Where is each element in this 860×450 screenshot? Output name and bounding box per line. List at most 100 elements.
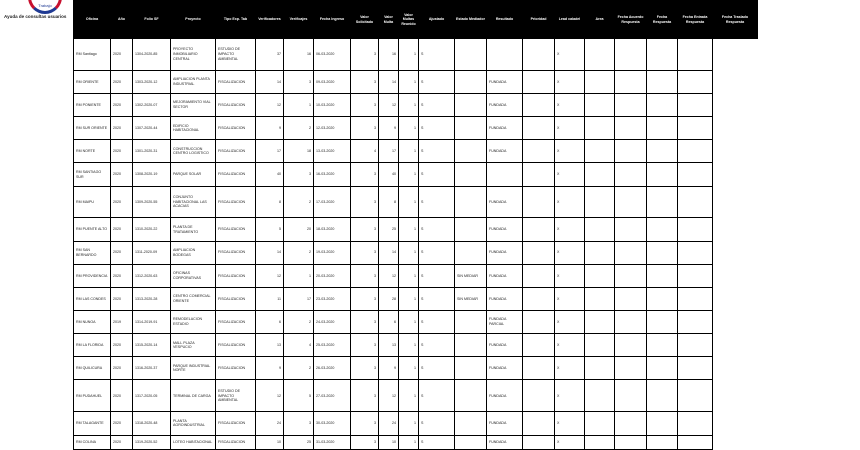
table-cell — [646, 217, 678, 242]
table-cell — [646, 333, 678, 358]
table-cell: 2020 — [110, 263, 133, 288]
table-cell: 3 — [283, 162, 314, 187]
table-cell: 6 — [378, 310, 399, 335]
table-cell — [646, 69, 678, 95]
table-cell — [614, 310, 647, 335]
table-cell — [646, 263, 678, 288]
table-cell: 14 — [255, 240, 284, 265]
table-cell: 3 — [283, 411, 314, 436]
table-cell — [677, 434, 713, 450]
table-cell: ESTUDIO DE IMPACTO AMBIENTAL — [215, 379, 256, 413]
table-cell: 13 — [255, 333, 284, 358]
column-header: Lead caladel — [554, 0, 585, 39]
column-header: Año — [110, 0, 133, 39]
table-cell — [454, 162, 487, 187]
table-cell: FISCALIZACION — [215, 162, 256, 187]
table-cell: FUNDADA PARCIAL — [486, 310, 523, 335]
table-cell: PROYECTO INMOBILIARIO CENTRAL — [170, 38, 216, 71]
table-cell: 13-03-2020 — [313, 139, 351, 164]
table-cell: 12 — [255, 263, 284, 288]
table-cell: TERMINAL DE CARGA — [170, 379, 216, 413]
table-cell — [677, 310, 713, 335]
table-cell — [584, 411, 615, 436]
table-cell: 16-03-2020 — [313, 162, 351, 187]
table-cell — [522, 217, 555, 242]
table-cell: 09-03-2020 — [313, 69, 351, 95]
table-cell: RM SUR ORIENTE — [73, 116, 111, 141]
table-cell: 3 — [350, 310, 379, 335]
table-cell — [584, 379, 615, 413]
table-cell: X — [554, 356, 585, 381]
table-cell: 2020 — [110, 116, 133, 141]
table-cell: 14 — [255, 69, 284, 95]
table-cell: FUNDADA — [486, 69, 523, 95]
table-cell: 1319-2020-52 — [132, 434, 171, 450]
table-cell: 27-03-2020 — [313, 379, 351, 413]
column-header: Fecha Acuerdo Respuesta — [614, 0, 647, 39]
table-cell: MALL PLAZA VESPUCIO — [170, 333, 216, 358]
table-cell — [454, 217, 487, 242]
table-cell — [584, 69, 615, 95]
table-cell — [522, 411, 555, 436]
data-table: Oficina Año Folio SF Proyecto Tipo Exp. Tab V… — [73, 0, 758, 450]
column-header: Resultado — [486, 0, 523, 39]
table-cell: CONJUNTO HABITACIONAL LAS ACACIAS — [170, 185, 216, 219]
table-cell: 2020 — [110, 185, 133, 219]
table-cell: X — [554, 411, 585, 436]
table-cell — [646, 240, 678, 265]
table-cell: FISCALIZACION — [215, 185, 256, 219]
table-cell: 1307-2020-44 — [132, 116, 171, 141]
table-cell — [584, 356, 615, 381]
table-cell: 12 — [378, 379, 399, 413]
table-cell — [614, 434, 647, 450]
table-cell: 12 — [378, 93, 399, 118]
table-cell — [677, 411, 713, 436]
table-cell — [522, 185, 555, 219]
column-header: Verificadores — [255, 0, 284, 39]
table-cell — [614, 139, 647, 164]
table-cell — [677, 185, 713, 219]
table-cell — [454, 356, 487, 381]
table-cell: 2 — [283, 310, 314, 335]
table-cell: RM LAS CONDES — [73, 286, 111, 312]
table-cell: 1311-2020-09 — [132, 240, 171, 265]
table-cell: RM PONIENTE — [73, 93, 111, 118]
table-cell — [522, 93, 555, 118]
table-cell: 10-03-2020 — [313, 93, 351, 118]
table-cell — [677, 69, 713, 95]
table-cell: 16 — [378, 38, 399, 71]
table-cell: FUNDADA — [486, 356, 523, 381]
table-cell: 2020 — [110, 162, 133, 187]
table-cell — [584, 139, 615, 164]
table-cell: X — [554, 162, 585, 187]
table-cell: S — [418, 116, 455, 141]
column-header: Area — [584, 0, 615, 39]
table-cell: FUNDADA — [486, 116, 523, 141]
table-cell: 1 — [398, 69, 419, 95]
column-header: Fecha Entrada Respuesta — [677, 0, 713, 39]
table-cell: X — [554, 139, 585, 164]
column-header: Oficina — [73, 0, 111, 39]
table-cell: PLANTA DE TRATAMIENTO — [170, 217, 216, 242]
table-cell — [646, 379, 678, 413]
table-cell — [646, 116, 678, 141]
table-cell: 1314-2019-91 — [132, 310, 171, 335]
table-cell: 2020 — [110, 69, 133, 95]
table-cell: 5 — [283, 379, 314, 413]
table-cell: RM NUNOA — [73, 310, 111, 335]
table-cell: S — [418, 139, 455, 164]
table-cell: S — [418, 38, 455, 71]
table-cell: CONSTRUCCION CENTRO LOGISTICO — [170, 139, 216, 164]
table-cell — [522, 310, 555, 335]
table-cell: 1316-2020-37 — [132, 356, 171, 381]
table-cell — [614, 379, 647, 413]
table-cell: 1313-2020-28 — [132, 286, 171, 312]
table-cell: S — [418, 379, 455, 413]
table-cell: 1309-2020-55 — [132, 185, 171, 219]
table-cell: EDIFICIO HABITACIONAL — [170, 116, 216, 141]
table-cell: RM NORTE — [73, 139, 111, 164]
column-header: Tipo Exp. Tab — [215, 0, 256, 39]
table-cell: 06-03-2020 — [313, 38, 351, 71]
table-cell: 17 — [378, 139, 399, 164]
table-cell: 10 — [378, 434, 399, 450]
